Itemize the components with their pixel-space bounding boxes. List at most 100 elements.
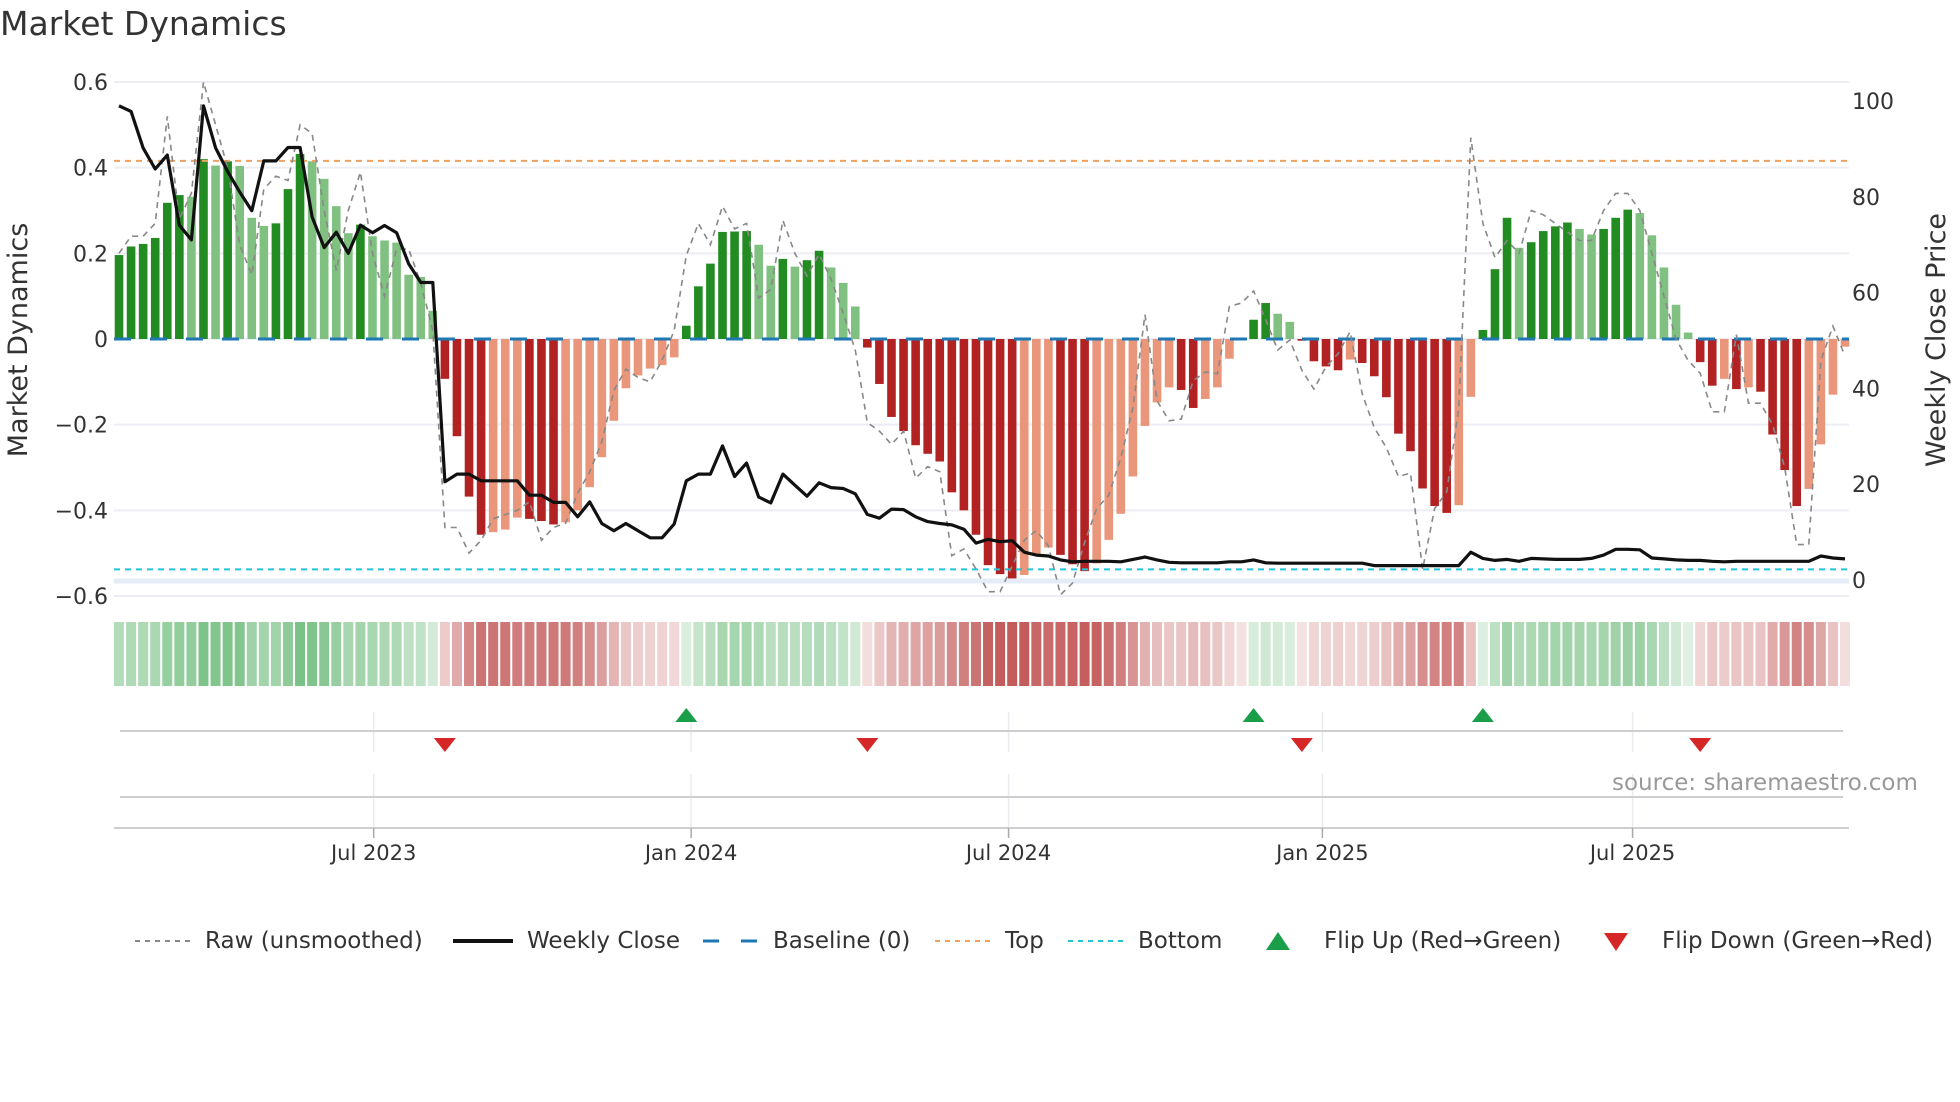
heatmap-cell bbox=[536, 622, 547, 686]
bar bbox=[766, 265, 776, 339]
bar bbox=[1816, 339, 1826, 445]
heatmap-cell bbox=[1815, 622, 1826, 686]
gridlines bbox=[114, 81, 1849, 828]
bar bbox=[1176, 339, 1186, 390]
triangle-down-icon bbox=[1604, 933, 1628, 951]
bar bbox=[464, 339, 474, 497]
bar bbox=[730, 231, 739, 339]
bar bbox=[1707, 339, 1717, 386]
heatmap-cell bbox=[1417, 622, 1428, 686]
legend-item-baseline[interactable]: Baseline (0) bbox=[703, 923, 910, 959]
heatmap-cell bbox=[500, 622, 511, 686]
bar bbox=[1273, 313, 1283, 339]
bar bbox=[368, 236, 377, 339]
heatmap-cell bbox=[548, 622, 559, 686]
bar bbox=[295, 153, 305, 339]
source-credit: source: sharemaestro.com bbox=[1612, 770, 1918, 796]
heatmap-cell bbox=[114, 622, 124, 686]
y2-tick-label: 40 bbox=[1852, 377, 1880, 402]
legend-item-flip-up[interactable]: Flip Up (Red→Green) bbox=[1264, 923, 1561, 959]
dotted-cyan-line-icon bbox=[1068, 940, 1124, 942]
bar bbox=[416, 276, 426, 339]
bar bbox=[1551, 226, 1560, 339]
bar bbox=[923, 339, 932, 454]
bar bbox=[1780, 339, 1789, 471]
bar bbox=[1418, 339, 1427, 489]
heatmap-cell bbox=[838, 622, 849, 686]
y2-tick-label: 100 bbox=[1852, 90, 1894, 115]
heatmap-cell bbox=[222, 622, 233, 686]
bar bbox=[959, 339, 969, 511]
bar bbox=[1502, 217, 1512, 339]
bar bbox=[694, 286, 703, 339]
bar bbox=[1321, 339, 1331, 367]
bar bbox=[681, 325, 691, 339]
weekly-close-line bbox=[118, 104, 1846, 568]
series-lines bbox=[118, 81, 1846, 597]
heatmap-cell bbox=[1212, 622, 1223, 686]
bar bbox=[235, 165, 244, 339]
heatmap-cell bbox=[645, 622, 656, 686]
heatmap-cell bbox=[1731, 622, 1742, 686]
bar bbox=[863, 339, 872, 348]
bar bbox=[1116, 339, 1126, 514]
flip-up-marker bbox=[1242, 708, 1265, 722]
heatmap-cell bbox=[1827, 622, 1838, 686]
bar bbox=[1538, 231, 1548, 339]
x-tick-label: Jul 2023 bbox=[329, 841, 416, 865]
bar bbox=[1406, 339, 1415, 452]
heatmap-cell bbox=[391, 622, 402, 686]
bars bbox=[114, 153, 1850, 579]
heatmap-cell bbox=[1188, 622, 1199, 686]
bar bbox=[1599, 228, 1608, 339]
heatmap-cell bbox=[234, 622, 245, 686]
heatmap-cell bbox=[488, 622, 499, 686]
legend-item-weekly-close[interactable]: Weekly Close bbox=[453, 923, 680, 959]
bar bbox=[971, 339, 981, 535]
bar bbox=[247, 217, 257, 339]
heatmap-cell bbox=[1695, 622, 1706, 686]
bar bbox=[609, 339, 619, 421]
y2-tick-label: 80 bbox=[1852, 186, 1880, 211]
heatmap-cell bbox=[1284, 622, 1295, 686]
heatmap-cell bbox=[1550, 622, 1561, 686]
heatmap-strip bbox=[114, 622, 1851, 686]
heatmap-cell bbox=[427, 622, 438, 686]
heatmap-cell bbox=[584, 622, 595, 686]
bar bbox=[1732, 339, 1741, 390]
x-tick-label: Jul 2025 bbox=[1588, 841, 1675, 865]
bar bbox=[199, 159, 208, 339]
heatmap-cell bbox=[1707, 622, 1718, 686]
bar bbox=[1490, 269, 1500, 339]
legend-item-top[interactable]: Top bbox=[935, 923, 1044, 959]
legend-item-flip-down[interactable]: Flip Down (Green→Red) bbox=[1602, 923, 1933, 959]
bar bbox=[1007, 339, 1017, 579]
bar bbox=[500, 339, 510, 530]
bar bbox=[1092, 339, 1101, 564]
bar bbox=[162, 202, 172, 339]
legend-item-raw[interactable]: Raw (unsmoothed) bbox=[135, 923, 423, 959]
dotted-orange-line-icon bbox=[935, 940, 991, 942]
bar bbox=[1213, 339, 1222, 388]
bar bbox=[585, 339, 595, 488]
flip-down-marker bbox=[1689, 738, 1712, 752]
bar bbox=[1768, 339, 1777, 435]
legend: Raw (unsmoothed) Weekly Close Baseline (… bbox=[0, 923, 1960, 959]
bar bbox=[802, 260, 812, 339]
heatmap-cell bbox=[1840, 622, 1851, 686]
bar bbox=[573, 339, 582, 511]
heatmap-cell bbox=[946, 622, 957, 686]
heatmap-cell bbox=[1803, 622, 1814, 686]
flip-markers bbox=[433, 708, 1712, 752]
heatmap-cell bbox=[717, 622, 728, 686]
heatmap-cell bbox=[1176, 622, 1187, 686]
heatmap-cell bbox=[826, 622, 837, 686]
heatmap-cell bbox=[379, 622, 390, 686]
heatmap-cell bbox=[198, 622, 209, 686]
legend-label: Flip Up (Red→Green) bbox=[1324, 928, 1562, 954]
bar bbox=[778, 258, 788, 339]
legend-item-bottom[interactable]: Bottom bbox=[1068, 923, 1222, 959]
bar bbox=[452, 339, 462, 437]
bar bbox=[1297, 339, 1307, 341]
